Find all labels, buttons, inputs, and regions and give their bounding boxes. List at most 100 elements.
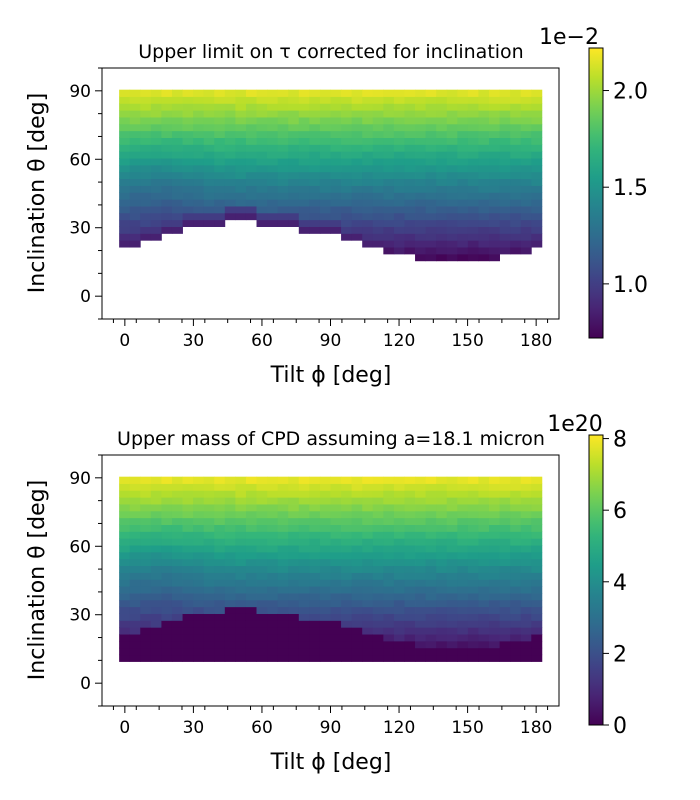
heatmap-cell — [446, 490, 458, 498]
heatmap-cell — [489, 96, 500, 104]
heatmap-cell — [309, 192, 321, 200]
heatmap-cell — [489, 558, 500, 567]
heatmap-cell — [245, 206, 257, 214]
colorbar-tick-label: 6 — [613, 499, 627, 524]
heatmap-cell — [341, 572, 353, 580]
heatmap-cell — [520, 586, 532, 594]
heatmap-cell — [404, 613, 416, 621]
heatmap-cell — [319, 613, 331, 621]
heatmap-cell — [404, 593, 416, 601]
heatmap-cell — [277, 89, 289, 97]
heatmap-cell — [119, 524, 131, 532]
heatmap-cell — [171, 579, 183, 587]
heatmap-cell — [256, 206, 268, 214]
heatmap-cell — [161, 206, 173, 214]
heatmap-cell — [499, 247, 511, 255]
heatmap-cell — [531, 565, 543, 573]
heatmap-cell — [478, 565, 490, 573]
heatmap-cell — [214, 117, 226, 125]
heatmap-cell — [288, 130, 300, 138]
heatmap-cell — [214, 212, 226, 221]
heatmap-cell — [256, 572, 268, 580]
heatmap-cell — [298, 117, 310, 125]
heatmap-cell — [446, 240, 458, 248]
heatmap-cell — [161, 123, 173, 132]
heatmap-cell — [393, 137, 405, 145]
heatmap-cell — [277, 504, 289, 512]
heatmap-cell — [393, 531, 405, 539]
heatmap-cell — [119, 599, 131, 608]
heatmap-cell — [288, 171, 300, 180]
heatmap-cell — [193, 538, 205, 546]
heatmap-cell — [129, 490, 141, 498]
heatmap-cell — [499, 565, 511, 573]
heatmap-cell — [393, 240, 405, 248]
heatmap-cell — [150, 206, 162, 214]
heatmap-cell — [457, 620, 469, 628]
heatmap-cell — [383, 192, 395, 200]
heatmap-cell — [150, 524, 162, 532]
heatmap-cell — [351, 510, 363, 519]
heatmap-cell — [393, 504, 405, 512]
heatmap-cell — [319, 144, 331, 152]
heatmap-cell — [499, 524, 511, 532]
heatmap-cell — [362, 545, 374, 553]
heatmap-cell — [393, 654, 405, 662]
heatmap-cell — [309, 158, 321, 166]
heatmap-cell — [489, 123, 500, 132]
heatmap-cell — [235, 647, 247, 656]
heatmap-cell — [531, 185, 543, 193]
heatmap-cell — [161, 490, 173, 498]
heatmap-cell — [193, 613, 205, 621]
heatmap-cell — [309, 497, 321, 505]
heatmap-cell — [319, 103, 331, 111]
heatmap-cell — [415, 137, 427, 145]
heatmap-cell — [457, 219, 469, 227]
heatmap-cell — [235, 483, 247, 491]
heatmap-cell — [330, 647, 342, 656]
heatmap-cell — [341, 103, 353, 111]
heatmap-cell — [520, 497, 532, 505]
heatmap-cell — [415, 212, 427, 221]
heatmap-cell — [161, 226, 173, 234]
heatmap-cell — [224, 130, 236, 138]
heatmap-cell — [309, 483, 321, 491]
heatmap-cell — [341, 558, 353, 567]
heatmap-cell — [203, 634, 215, 642]
heatmap-cell — [235, 171, 247, 180]
heatmap-cell — [277, 538, 289, 546]
heatmap-cell — [171, 158, 183, 166]
heatmap-cell — [150, 572, 162, 580]
heatmap-cell — [319, 599, 331, 608]
heatmap-cell — [457, 151, 469, 159]
heatmap-cell — [224, 558, 236, 567]
panel-1-colorbar-ticks: 1.01.52.0 — [603, 80, 648, 298]
heatmap-cell — [341, 199, 353, 207]
heatmap-cell — [193, 640, 205, 649]
heatmap-cell — [489, 130, 500, 138]
heatmap-cell — [436, 517, 448, 525]
heatmap-cell — [140, 545, 152, 553]
heatmap-cell — [330, 538, 342, 546]
heatmap-cell — [436, 110, 448, 118]
heatmap-cell — [140, 613, 152, 621]
heatmap-cell — [425, 504, 437, 512]
heatmap-cell — [351, 226, 363, 234]
heatmap-cell — [446, 253, 458, 262]
heatmap-cell — [457, 103, 469, 111]
heatmap-cell — [140, 517, 152, 525]
heatmap-cell — [425, 233, 437, 241]
heatmap-cell — [245, 483, 257, 491]
heatmap-cell — [383, 185, 395, 193]
heatmap-cell — [404, 551, 416, 560]
heatmap-cell — [478, 137, 490, 145]
heatmap-cell — [499, 593, 511, 601]
heatmap-cell — [478, 240, 490, 248]
heatmap-cell — [182, 613, 194, 621]
heatmap-cell — [457, 497, 469, 505]
heatmap-cell — [193, 593, 205, 601]
heatmap-cell — [372, 117, 384, 125]
heatmap-cell — [478, 219, 490, 227]
heatmap-cell — [383, 620, 395, 628]
heatmap-cell — [224, 96, 236, 104]
